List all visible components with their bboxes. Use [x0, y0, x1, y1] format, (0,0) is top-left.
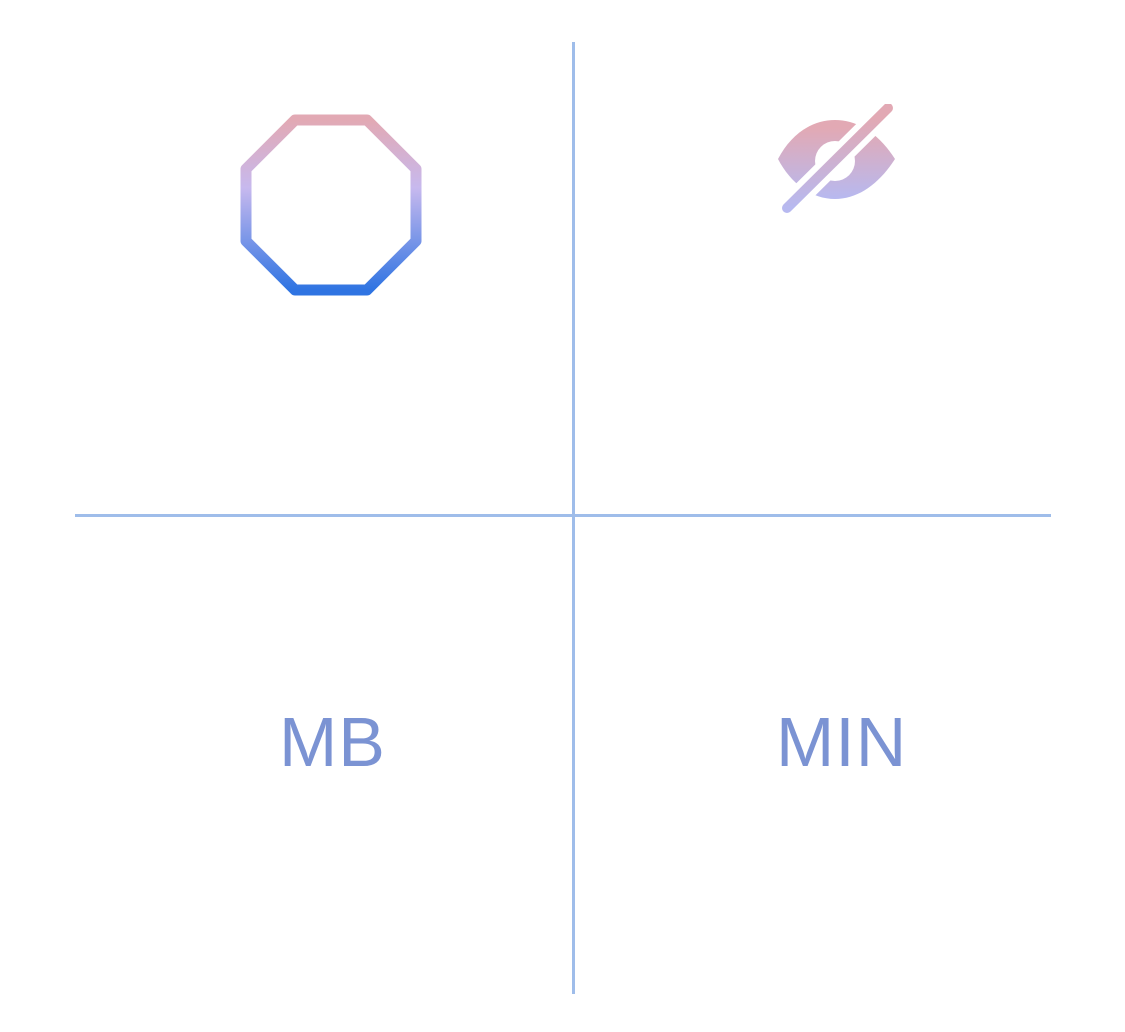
cell-top-left [75, 42, 572, 514]
cell-bottom-left: MB [75, 517, 572, 989]
octagon-icon [240, 114, 422, 296]
cell-top-right [575, 42, 1072, 514]
horizontal-divider [75, 514, 1051, 517]
cell-bottom-right: MIN [575, 517, 1072, 989]
label-mb: MB [279, 703, 386, 781]
vertical-divider [572, 42, 575, 994]
label-min: MIN [776, 703, 908, 781]
eye-slash-icon [778, 104, 895, 213]
